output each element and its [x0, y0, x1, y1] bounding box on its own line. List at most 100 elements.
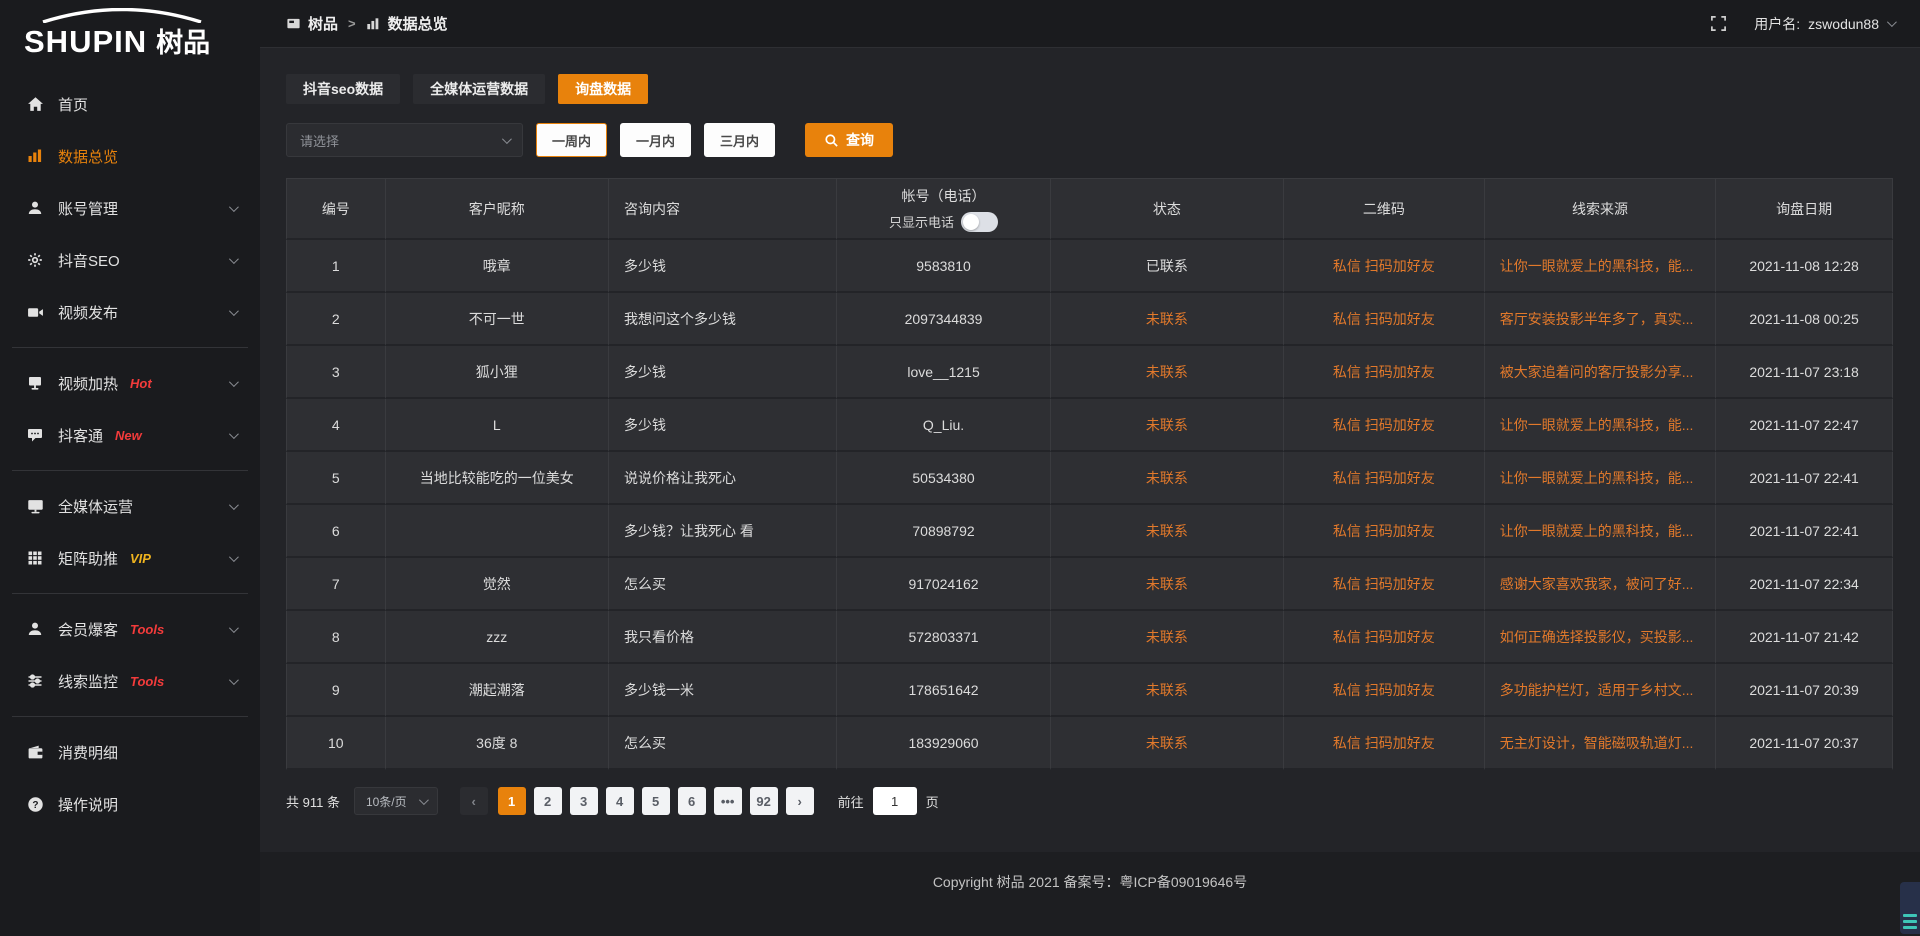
- breadcrumb-item-data-overview[interactable]: 数据总览: [366, 13, 448, 34]
- sidebar-item-matrix-boost[interactable]: 矩阵助推 VIP: [0, 532, 260, 584]
- range-button-three-months[interactable]: 三月内: [704, 123, 776, 157]
- cell-status: 未联系: [1050, 346, 1284, 399]
- sidebar-item-clue-monitor[interactable]: 线索监控 Tools: [0, 655, 260, 707]
- breadcrumb-item-shupin[interactable]: 树品: [286, 13, 338, 34]
- cell-nickname: 当地比较能吃的一位美女: [385, 452, 609, 505]
- cell-qr-links[interactable]: 私信 扫码加好友: [1283, 399, 1485, 452]
- sidebar-divider: [12, 716, 248, 717]
- page-buttons: 1 2 3 4 5 6 ••• 92: [497, 787, 786, 815]
- page-button-5[interactable]: 5: [641, 787, 670, 815]
- sidebar-item-badge: New: [115, 427, 142, 443]
- page-button-1[interactable]: 1: [497, 787, 526, 815]
- grid-icon: [26, 549, 44, 567]
- page-button-4[interactable]: 4: [605, 787, 634, 815]
- cell-source[interactable]: 让你一眼就爱上的黑科技，能...: [1484, 452, 1717, 505]
- cell-qr-links[interactable]: 私信 扫码加好友: [1283, 452, 1485, 505]
- tab-douyin-seo-data[interactable]: 抖音seo数据: [286, 74, 401, 104]
- sidebar-item-account-manage[interactable]: 账号管理: [0, 182, 260, 234]
- sidebar-item-data-overview[interactable]: 数据总览: [0, 130, 260, 182]
- cell-content: 多少钱: [608, 346, 838, 399]
- column-header: 咨询内容: [608, 178, 838, 240]
- sidebar-item-douyin-seo[interactable]: 抖音SEO: [0, 234, 260, 286]
- cell-qr-links[interactable]: 私信 扫码加好友: [1283, 664, 1485, 717]
- search-icon: [824, 133, 839, 148]
- cell-date: 2021-11-08 00:25: [1716, 293, 1893, 346]
- goto-label: 前往: [837, 794, 864, 810]
- cell-source[interactable]: 如何正确选择投影仪，买投影...: [1484, 611, 1717, 664]
- cell-source[interactable]: 让你一眼就爱上的黑科技，能...: [1484, 240, 1717, 293]
- goto-page-input[interactable]: [872, 787, 917, 815]
- chevron-down-icon: [228, 499, 239, 510]
- page-button-92[interactable]: 92: [749, 787, 778, 815]
- home-icon: [26, 95, 44, 113]
- sidebar-item-video-publish[interactable]: 视频发布: [0, 286, 260, 338]
- page-button-3[interactable]: 3: [569, 787, 598, 815]
- cell-date: 2021-11-07 20:37: [1716, 717, 1893, 770]
- table-body: 1 哦章 多少钱 9583810 已联系 私信 扫码加好友 让你一眼就爱上的黑科技，能...…: [286, 240, 1893, 770]
- phone-only-toggle[interactable]: [961, 211, 999, 232]
- breadcrumb-separator: >: [348, 16, 356, 31]
- cell-source[interactable]: 感谢大家喜欢我家，被问了好...: [1484, 558, 1717, 611]
- column-header: 客户昵称: [385, 178, 609, 240]
- page-button-2[interactable]: 2: [533, 787, 562, 815]
- next-page-button[interactable]: ›: [785, 787, 814, 815]
- cell-account: 178651642: [837, 664, 1051, 717]
- chevron-down-icon: [228, 551, 239, 562]
- cell-qr-links[interactable]: 私信 扫码加好友: [1283, 240, 1485, 293]
- cell-source[interactable]: 无主灯设计，智能磁吸轨道灯...: [1484, 717, 1717, 770]
- cell-no: 2: [286, 293, 386, 346]
- user-menu[interactable]: 用户名: zswodun88: [1754, 14, 1897, 34]
- range-button-one-week[interactable]: 一周内: [536, 123, 608, 157]
- cell-qr-links[interactable]: 私信 扫码加好友: [1283, 717, 1485, 770]
- fullscreen-icon[interactable]: [1710, 15, 1728, 33]
- sidebar-item-video-heat[interactable]: 视频加热 Hot: [0, 357, 260, 409]
- range-button-one-month[interactable]: 一月内: [620, 123, 692, 157]
- query-button[interactable]: 查询: [805, 123, 894, 157]
- prev-page-button[interactable]: ‹: [459, 787, 488, 815]
- logo[interactable]: SHUPIN 树品: [0, 0, 260, 60]
- cell-account: love__1215: [837, 346, 1051, 399]
- video-heat-icon: [26, 374, 44, 392]
- chevron-down-icon: [228, 253, 239, 264]
- sidebar-item-consume-detail[interactable]: 消费明细: [0, 726, 260, 778]
- tab-media-ops-data[interactable]: 全媒体运营数据: [413, 74, 546, 104]
- cell-source[interactable]: 多功能护栏灯，适用于乡村文...: [1484, 664, 1717, 717]
- sidebar-item-douketong[interactable]: 抖客通 New: [0, 409, 260, 461]
- cell-content: 说说价格让我死心: [608, 452, 838, 505]
- breadcrumb-label: 树品: [308, 16, 339, 33]
- username-label: 用户名:: [1754, 15, 1801, 32]
- chevron-down-icon: [228, 305, 239, 316]
- page-size-select[interactable]: 10条/页: [353, 787, 438, 815]
- table-row: 4 L 多少钱 Q_Liu. 未联系 私信 扫码加好友 让你一眼就爱上的黑科技，能... 20…: [286, 399, 1893, 452]
- user-icon: [26, 199, 44, 217]
- cell-qr-links[interactable]: 私信 扫码加好友: [1283, 293, 1485, 346]
- sidebar-item-help[interactable]: ? 操作说明: [0, 778, 260, 830]
- cell-source[interactable]: 让你一眼就爱上的黑科技，能...: [1484, 399, 1717, 452]
- sidebar-item-member-burst[interactable]: 会员爆客 Tools: [0, 603, 260, 655]
- cell-source[interactable]: 让你一眼就爱上的黑科技，能...: [1484, 505, 1717, 558]
- data-tabs: 抖音seo数据 全媒体运营数据 询盘数据: [286, 74, 1893, 104]
- cell-qr-links[interactable]: 私信 扫码加好友: [1283, 505, 1485, 558]
- cell-qr-links[interactable]: 私信 扫码加好友: [1283, 346, 1485, 399]
- sidebar-item-label: 账号管理: [58, 200, 119, 218]
- chevron-down-icon: [501, 133, 512, 144]
- cell-qr-links[interactable]: 私信 扫码加好友: [1283, 611, 1485, 664]
- chat-widget[interactable]: [1900, 882, 1920, 934]
- cell-account: 2097344839: [837, 293, 1051, 346]
- sidebar-item-home[interactable]: 首页: [0, 78, 260, 130]
- cell-source[interactable]: 被大家追着问的客厅投影分享...: [1484, 346, 1717, 399]
- logo-text-cn: 树品: [156, 28, 211, 58]
- cell-status: 未联系: [1050, 452, 1284, 505]
- filter-select-placeholder: 请选择: [300, 133, 340, 149]
- cell-source[interactable]: 客厅安装投影半年多了，真实...: [1484, 293, 1717, 346]
- cell-date: 2021-11-07 20:39: [1716, 664, 1893, 717]
- page-ellipsis-button[interactable]: •••: [713, 787, 742, 815]
- cell-nickname: 哦章: [385, 240, 609, 293]
- cell-qr-links[interactable]: 私信 扫码加好友: [1283, 558, 1485, 611]
- cell-status: 未联系: [1050, 399, 1284, 452]
- tab-inquiry-data[interactable]: 询盘数据: [558, 74, 649, 104]
- filter-select[interactable]: 请选择: [286, 123, 523, 157]
- cell-status: 未联系: [1050, 558, 1284, 611]
- sidebar-item-media-ops[interactable]: 全媒体运营: [0, 480, 260, 532]
- page-button-6[interactable]: 6: [677, 787, 706, 815]
